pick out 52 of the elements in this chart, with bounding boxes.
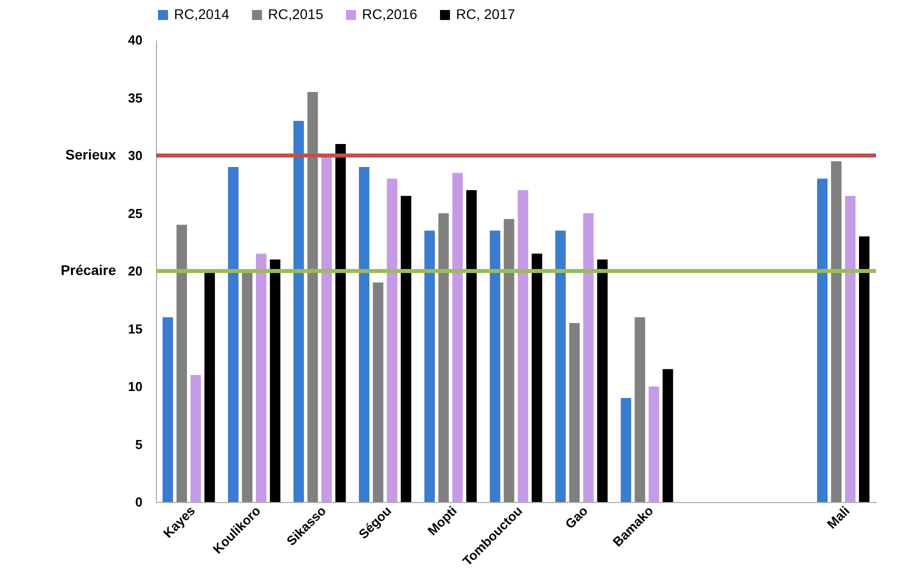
bar: [583, 213, 594, 502]
legend-label: RC, 2017: [456, 6, 516, 22]
bar: [204, 271, 215, 502]
y-tick-label: 0: [135, 494, 142, 510]
bar: [845, 196, 856, 502]
bar: [518, 190, 528, 502]
y-tick-label: 10: [128, 379, 142, 394]
bar: [335, 144, 346, 502]
bar: [307, 92, 318, 502]
bar: [438, 213, 449, 502]
bar: [228, 167, 238, 502]
bar: [597, 259, 608, 502]
bar: [176, 224, 187, 502]
bar: [662, 369, 674, 502]
y-tick-label: 5: [135, 436, 142, 452]
bar: [452, 172, 463, 502]
ref-line-label: Précaire: [60, 262, 116, 278]
bar: [532, 254, 542, 502]
legend-label: RC,2015: [268, 6, 324, 22]
bar: [858, 236, 870, 502]
y-tick-label: 30: [128, 148, 142, 163]
y-tick-label: 40: [128, 32, 142, 48]
bar: [817, 178, 828, 502]
bar: [400, 196, 412, 502]
bar: [162, 317, 174, 502]
bar: [569, 322, 580, 502]
bar: [372, 282, 384, 502]
bar: [424, 230, 435, 502]
bar: [490, 230, 500, 502]
bar: [555, 230, 566, 502]
bar: [620, 398, 632, 502]
ref-line-label: Serieux: [65, 146, 116, 162]
bar: [504, 219, 514, 502]
x-tick-label: Gao: [562, 503, 591, 532]
y-tick-label: 20: [128, 264, 142, 278]
bar: [270, 259, 280, 502]
bar: [293, 120, 304, 502]
bar: [358, 167, 370, 502]
bar: [190, 374, 201, 502]
y-tick-label: 35: [128, 90, 142, 106]
y-tick-label: 25: [128, 206, 142, 221]
bar: [242, 271, 252, 502]
bar: [256, 254, 266, 502]
legend-label: RC,2016: [362, 6, 418, 22]
bar: [321, 156, 332, 502]
bar: [386, 178, 398, 502]
bar: [831, 161, 842, 502]
bar: [648, 386, 660, 502]
bar: [634, 317, 646, 502]
legend-label: RC,2014: [174, 6, 230, 22]
y-tick-label: 15: [128, 321, 142, 336]
bar: [466, 190, 477, 502]
